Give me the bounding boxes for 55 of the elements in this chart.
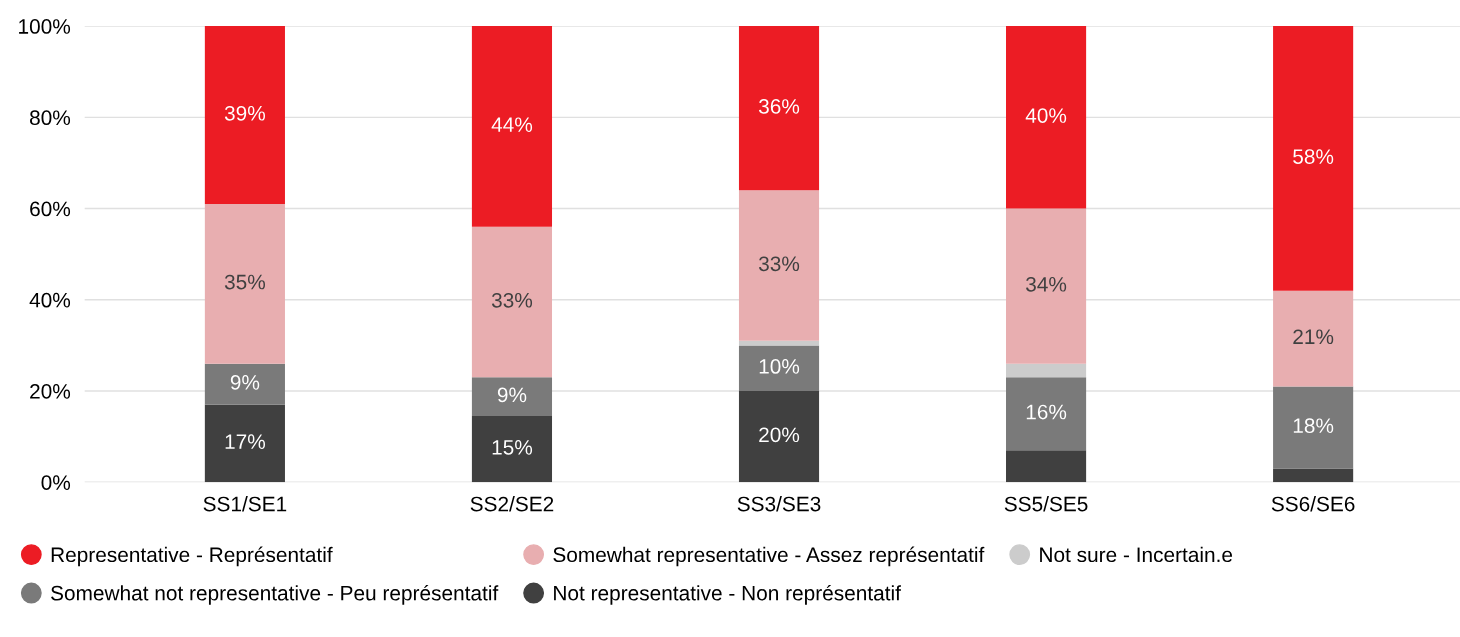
y-tick-label: 100%	[19, 19, 71, 34]
data-label: 44%	[491, 117, 533, 132]
data-label: 17%	[225, 434, 266, 449]
bar	[1006, 26, 1087, 209]
bar	[204, 203, 285, 364]
data-label: 9%	[497, 387, 527, 403]
data-label: 58%	[1293, 149, 1334, 164]
data-label: 15%	[492, 440, 533, 455]
y-tick-label: 20%	[30, 383, 71, 399]
data-label: 33%	[758, 256, 800, 272]
y-tick-label: 40%	[29, 292, 71, 308]
bar	[1273, 386, 1354, 469]
bar	[204, 363, 285, 405]
data-label: 10%	[759, 359, 800, 374]
bar	[1006, 363, 1087, 378]
data-label: 18%	[1293, 418, 1334, 434]
x-tick-label: SS3/SE3	[737, 496, 821, 512]
data-label: 16%	[1026, 404, 1067, 420]
data-label: 36%	[758, 99, 800, 114]
legend-label: Representative - Représentatif	[51, 546, 333, 567]
bar	[471, 416, 553, 483]
x-tick-label: SS5/SE5	[1004, 496, 1088, 512]
data-label: 9%	[230, 374, 260, 390]
legend-label: Not representative - Non représentatif	[554, 584, 901, 605]
bar	[738, 390, 820, 483]
bar	[204, 26, 285, 204]
legend-label: Not sure - Incertain.e	[1040, 546, 1233, 563]
bar	[1273, 290, 1354, 387]
bar	[1006, 450, 1087, 483]
bar	[738, 26, 820, 191]
data-label: 39%	[224, 105, 266, 121]
bar	[1273, 26, 1354, 291]
bar	[1006, 377, 1087, 451]
data-label: 20%	[759, 427, 800, 443]
y-tick-label: 80%	[30, 110, 71, 126]
data-label: 34%	[1026, 276, 1067, 292]
bar	[204, 404, 285, 483]
bar	[471, 377, 553, 417]
x-tick-label: SS2/SE2	[470, 496, 554, 512]
data-label: 33%	[491, 292, 533, 308]
y-tick-label: 60%	[30, 201, 71, 217]
legend-label: Somewhat not representative - Peu représentatif	[51, 584, 499, 605]
bar	[738, 190, 820, 341]
bar	[738, 345, 820, 391]
y-tick-label: 0%	[41, 475, 71, 490]
bar	[471, 226, 553, 378]
data-label: 21%	[1293, 329, 1334, 345]
legend-label: Somewhat representative - Assez représentatif	[553, 546, 985, 567]
bar	[1006, 208, 1087, 364]
x-tick-label: SS1/SE1	[203, 496, 287, 512]
x-tick-label: SS6/SE6	[1271, 496, 1355, 512]
bar	[471, 26, 553, 227]
data-label: 40%	[1025, 108, 1067, 123]
data-label: 35%	[224, 274, 266, 290]
bar	[1273, 468, 1354, 483]
